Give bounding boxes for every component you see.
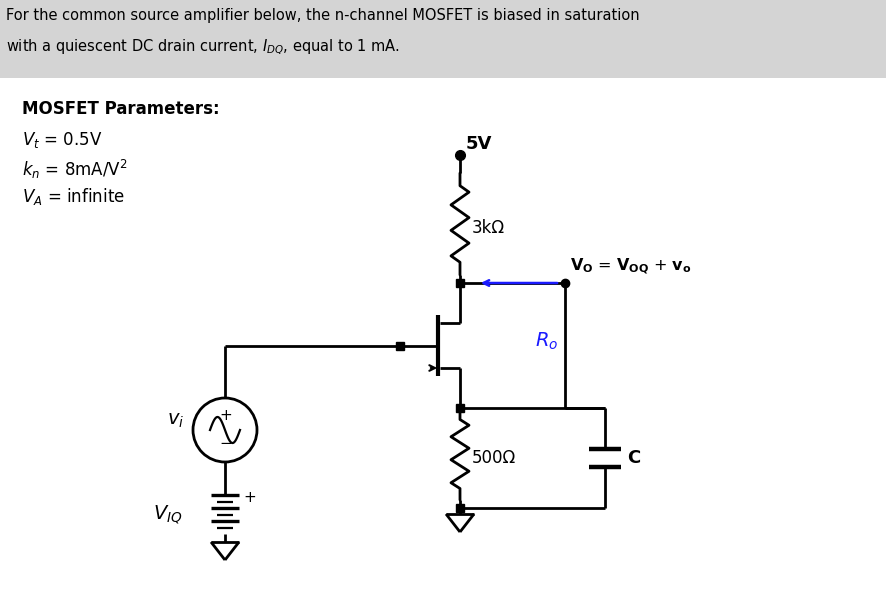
- Text: +: +: [243, 490, 256, 506]
- Text: with a quiescent DC drain current, $I_{DQ}$, equal to 1 mA.: with a quiescent DC drain current, $I_{D…: [6, 38, 400, 57]
- Text: −: −: [220, 437, 232, 452]
- Text: $V_A$ = infinite: $V_A$ = infinite: [22, 186, 125, 207]
- Text: 3kΩ: 3kΩ: [472, 219, 505, 237]
- Text: $k_n$ = 8mA/V$^2$: $k_n$ = 8mA/V$^2$: [22, 158, 128, 181]
- Text: +: +: [220, 408, 232, 424]
- Text: MOSFET Parameters:: MOSFET Parameters:: [22, 100, 220, 118]
- Text: $V_{IQ}$: $V_{IQ}$: [153, 504, 183, 526]
- Text: C: C: [627, 449, 641, 467]
- Text: $R_o$: $R_o$: [535, 331, 558, 352]
- Text: 500Ω: 500Ω: [472, 449, 517, 467]
- Text: $v_i$: $v_i$: [167, 410, 184, 429]
- Text: $V_t$ = 0.5V: $V_t$ = 0.5V: [22, 130, 103, 150]
- Text: For the common source amplifier below, the n-channel MOSFET is biased in saturat: For the common source amplifier below, t…: [6, 8, 640, 23]
- Bar: [0, 0, 886, 78]
- Text: $\mathbf{V_O}$ = $\mathbf{V_{OQ}}$ + $\mathbf{v_o}$: $\mathbf{V_O}$ = $\mathbf{V_{OQ}}$ + $\m…: [570, 257, 691, 277]
- Text: 5V: 5V: [466, 135, 493, 153]
